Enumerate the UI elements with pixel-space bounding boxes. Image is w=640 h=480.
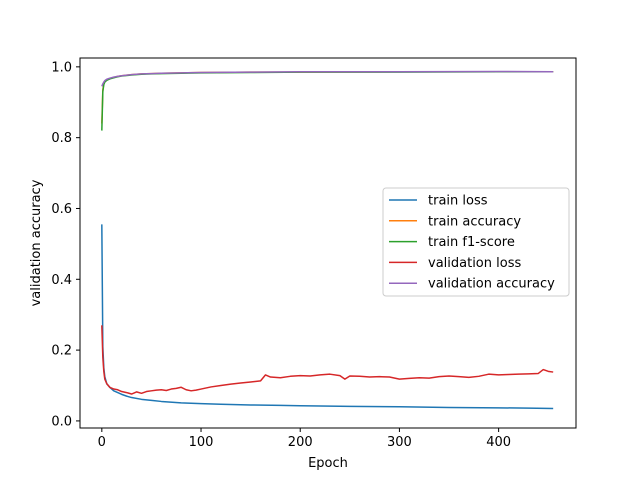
legend-label: train f1-score <box>428 235 515 250</box>
x-tick-label: 100 <box>189 435 214 450</box>
x-ticks: 0 100 200 300 400 <box>98 428 511 450</box>
legend: train loss train accuracy train f1-score va… <box>382 187 570 297</box>
plot-frame <box>79 57 577 429</box>
y-ticks: 0.0 0.2 0.4 0.6 0.8 1.0 <box>51 60 80 429</box>
x-axis-label: Epoch <box>308 456 348 471</box>
x-tick-label: 200 <box>288 435 313 450</box>
y-tick-label: 0.6 <box>51 202 72 217</box>
series-line-validation-loss <box>101 325 554 395</box>
y-tick-label: 0.4 <box>51 273 72 288</box>
y-tick-label: 0.8 <box>51 131 72 146</box>
x-tick-label: 300 <box>387 435 412 450</box>
legend-label: train loss <box>428 194 488 209</box>
y-tick-label: 0.0 <box>51 414 72 429</box>
legend-label: train accuracy <box>428 214 521 229</box>
y-tick-label: 0.2 <box>51 344 72 359</box>
series-line-validation-accuracy <box>101 70 554 87</box>
x-tick-label: 400 <box>486 435 511 450</box>
series-layer <box>101 70 554 410</box>
x-tick-label: 0 <box>98 435 106 450</box>
y-tick-label: 1.0 <box>51 60 72 75</box>
legend-items: train loss train accuracy train f1-score va… <box>389 194 555 292</box>
legend-label: validation accuracy <box>428 277 555 292</box>
y-axis-label: validation accuracy <box>29 179 44 306</box>
legend-box <box>382 187 570 297</box>
legend-label: validation loss <box>428 256 521 271</box>
